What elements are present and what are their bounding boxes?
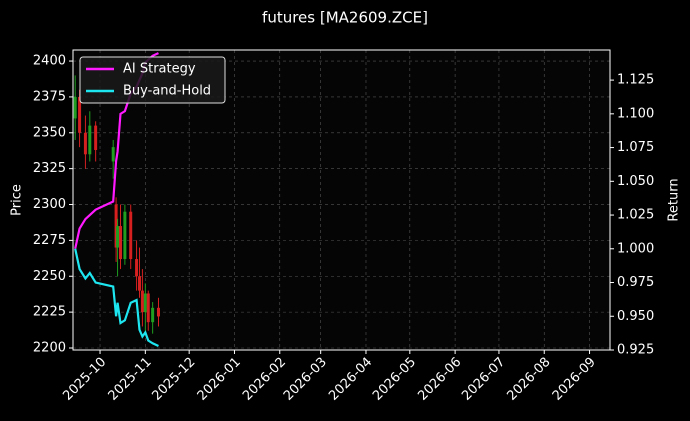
- y-tick-label: 2250: [33, 269, 66, 284]
- y2-tick-label: 1.050: [617, 174, 654, 189]
- y-tick-label: 2225: [33, 305, 66, 320]
- candle-body: [140, 290, 144, 313]
- candle-body: [137, 276, 141, 291]
- candle-body: [83, 132, 87, 155]
- y-tick-label: 2325: [33, 161, 66, 176]
- candle-body: [78, 96, 82, 133]
- y2-tick-label: 1.000: [617, 241, 654, 256]
- candle-body: [116, 226, 120, 248]
- y2-tick-label: 1.125: [617, 73, 654, 88]
- y-tick-label: 2275: [33, 233, 66, 248]
- y2-tick-label: 1.100: [617, 106, 654, 121]
- plot-marks: [73, 52, 160, 347]
- y2-axis-label: Return: [667, 178, 682, 221]
- candle-body: [118, 226, 122, 260]
- legend-box: [79, 56, 226, 104]
- candle-body: [129, 211, 133, 260]
- chart-title: futures [MA2609.ZCE]: [262, 9, 428, 27]
- candle-body: [146, 293, 150, 323]
- candle-body: [135, 259, 139, 277]
- candle-body: [151, 307, 155, 323]
- y-axis-label: Price: [10, 184, 25, 216]
- y2-tick-label: 0.975: [617, 275, 654, 290]
- legend-label: Buy-and-Hold: [123, 84, 211, 99]
- legend-label: AI Strategy: [123, 62, 196, 77]
- line-series: [74, 248, 159, 347]
- y2-tick-label: 0.925: [617, 343, 654, 358]
- y-tick-label: 2200: [33, 340, 66, 355]
- y-tick-label: 2300: [33, 197, 66, 212]
- y2-tick-label: 0.950: [617, 309, 654, 324]
- candle-body: [156, 307, 160, 317]
- y2-tick-label: 1.025: [617, 208, 654, 223]
- candle-body: [123, 211, 127, 260]
- y-tick-label: 2400: [33, 54, 66, 69]
- y-tick-label: 2350: [33, 125, 66, 140]
- y-tick-label: 2375: [33, 89, 66, 104]
- candle-body: [88, 125, 92, 155]
- y2-tick-label: 1.075: [617, 140, 654, 155]
- candle-body: [111, 147, 115, 162]
- candle-body: [73, 96, 77, 119]
- candle-body: [94, 125, 98, 150]
- candle-body: [114, 204, 118, 248]
- candle-body: [143, 293, 147, 313]
- axes-frame: [72, 49, 611, 351]
